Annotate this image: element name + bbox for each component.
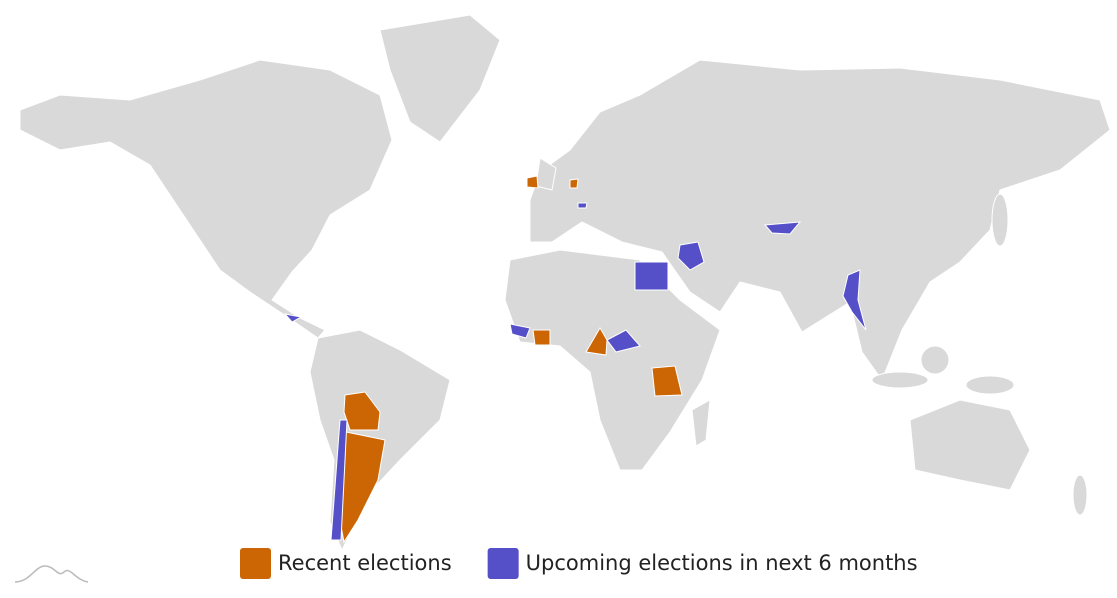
- australia: [909, 399, 1031, 491]
- new-zealand: [1072, 474, 1088, 516]
- legend-swatch: [487, 548, 519, 579]
- greenland: [379, 14, 501, 143]
- legend-label: Recent elections: [278, 551, 452, 575]
- ireland: [526, 175, 539, 189]
- honduras: [283, 313, 303, 323]
- ivory-coast: [532, 329, 551, 346]
- iraq: [677, 241, 705, 271]
- north-america: [19, 59, 393, 339]
- legend-swatch: [240, 548, 271, 579]
- egypt: [634, 261, 669, 291]
- switzerland: [577, 202, 588, 209]
- legend: Recent elections Upcoming elections in ne…: [240, 548, 918, 579]
- new-guinea: [965, 375, 1015, 395]
- tanzania: [651, 365, 683, 397]
- eurasia: [529, 59, 1111, 382]
- netherlands: [569, 178, 579, 189]
- recent-countries: [335, 175, 683, 544]
- madagascar: [691, 399, 711, 447]
- legend-label: Upcoming elections in next 6 months: [526, 551, 918, 575]
- central-african-republic: [606, 329, 641, 353]
- indonesia: [871, 371, 929, 389]
- logo: [14, 565, 89, 583]
- upcoming-countries: [283, 202, 867, 541]
- borneo: [920, 345, 950, 375]
- chile: [330, 419, 348, 541]
- land-masses: [19, 14, 1111, 552]
- bolivia: [343, 391, 381, 431]
- japan: [991, 193, 1009, 247]
- guinea: [509, 323, 531, 339]
- kyrgyzstan: [763, 221, 802, 235]
- myanmar: [842, 269, 867, 331]
